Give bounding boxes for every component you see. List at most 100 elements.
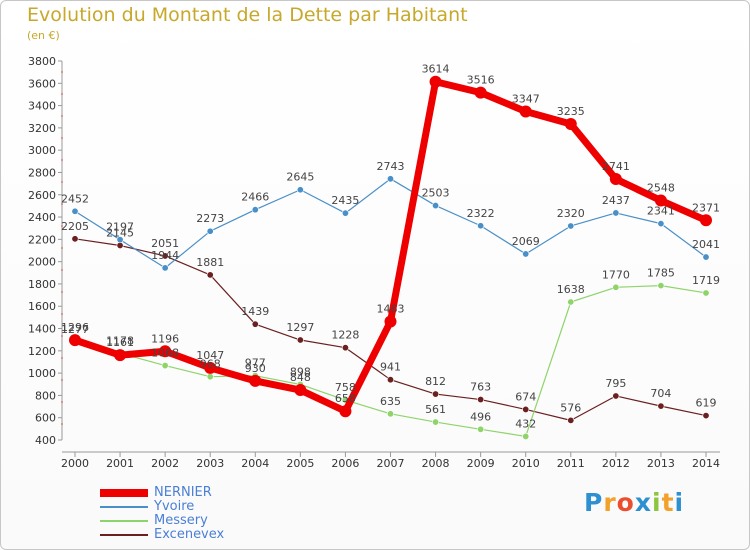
data-label: 1296 (61, 321, 89, 334)
data-point (474, 86, 487, 99)
data-point (477, 396, 485, 404)
data-point (251, 320, 259, 328)
legend-swatch (100, 489, 148, 497)
data-label: 1277 (61, 323, 89, 336)
legend-label: Messery (154, 513, 208, 528)
data-label: 2437 (602, 194, 630, 207)
data-label: 3347 (512, 92, 540, 105)
data-point (206, 227, 214, 235)
data-label: 1161 (106, 336, 134, 349)
data-point (567, 416, 575, 424)
data-point (161, 264, 169, 272)
legend-label: Excenevex (154, 527, 225, 542)
x-tick-label: 2007 (377, 457, 405, 470)
data-label: 2371 (692, 201, 720, 214)
data-point (657, 402, 665, 410)
data-label: 1439 (241, 305, 269, 318)
data-label: 2743 (377, 160, 405, 173)
data-label: 2322 (467, 207, 495, 220)
data-point (384, 315, 397, 328)
data-label: 2645 (286, 171, 314, 184)
data-label: 977 (245, 357, 266, 370)
data-label: 968 (200, 358, 221, 371)
data-label: 1047 (196, 349, 224, 362)
x-tick-label: 2014 (692, 457, 720, 470)
data-point (339, 405, 352, 418)
chart-legend: NERNIER Yvoire Messery Excenevex (100, 486, 224, 542)
logo-letter: x (634, 488, 652, 517)
data-label: 795 (605, 377, 626, 390)
data-label: 848 (290, 371, 311, 384)
data-point (657, 282, 665, 290)
data-label: 3614 (422, 63, 450, 76)
data-point (609, 173, 622, 186)
data-label: 1068 (151, 347, 179, 360)
data-point (296, 336, 304, 344)
y-tick-label: 800 (35, 389, 56, 402)
legend-item: NERNIER (100, 486, 224, 500)
y-tick-label: 2800 (28, 166, 56, 179)
data-point (386, 376, 394, 384)
data-point (522, 432, 530, 440)
data-point (296, 186, 304, 194)
series-line-excenevex (74, 238, 707, 421)
x-tick-label: 2000 (61, 457, 89, 470)
data-label: 658 (335, 392, 356, 405)
data-point (249, 374, 262, 387)
data-point (161, 362, 169, 370)
legend-label: NERNIER (154, 485, 212, 500)
y-tick-label: 2600 (28, 189, 56, 202)
logo-letter: i (674, 488, 685, 517)
data-label: 2503 (422, 187, 450, 200)
data-label: 812 (425, 375, 446, 388)
logo-letter: r (603, 488, 617, 517)
x-tick-label: 2004 (241, 457, 269, 470)
y-tick-label: 3000 (28, 144, 56, 157)
data-point (69, 334, 81, 347)
data-point (657, 220, 665, 228)
data-label: 635 (380, 395, 401, 408)
data-label: 930 (245, 362, 266, 375)
data-label: 898 (290, 365, 311, 378)
data-point (612, 283, 620, 291)
x-tick-label: 2011 (557, 457, 585, 470)
data-label: 1228 (331, 329, 359, 342)
data-label: 3235 (557, 105, 585, 118)
data-point (386, 175, 394, 183)
data-label: 758 (335, 381, 356, 394)
data-point (114, 349, 127, 362)
x-tick-label: 2013 (647, 457, 675, 470)
data-point (429, 75, 442, 88)
x-tick-label: 2003 (196, 457, 224, 470)
x-tick-label: 2009 (467, 457, 495, 470)
data-point (161, 252, 169, 260)
data-point (71, 207, 79, 215)
x-tick-label: 2010 (512, 457, 540, 470)
data-label: 1881 (196, 256, 224, 269)
y-tick-label: 1000 (28, 367, 56, 380)
data-label: 2051 (151, 237, 179, 250)
data-point (116, 236, 124, 244)
data-label: 2145 (106, 226, 134, 239)
data-point (341, 209, 349, 217)
legend-label: Yvoire (154, 499, 195, 514)
data-label: 763 (470, 381, 491, 394)
y-tick-label: 1800 (28, 278, 56, 291)
legend-item: Excenevex (100, 528, 224, 542)
logo-letter: o (616, 488, 635, 517)
data-label: 576 (560, 401, 581, 414)
data-label: 941 (380, 361, 401, 374)
y-tick-label: 2400 (28, 211, 56, 224)
data-point (702, 253, 710, 261)
y-tick-label: 600 (35, 412, 56, 425)
data-label: 2041 (692, 238, 720, 251)
y-tick-label: 3800 (28, 55, 56, 68)
data-point (477, 425, 485, 433)
data-label: 674 (515, 390, 536, 403)
x-tick-label: 2001 (106, 457, 134, 470)
data-point (519, 105, 532, 118)
data-label: 561 (425, 403, 446, 416)
y-tick-label: 3400 (28, 100, 56, 113)
